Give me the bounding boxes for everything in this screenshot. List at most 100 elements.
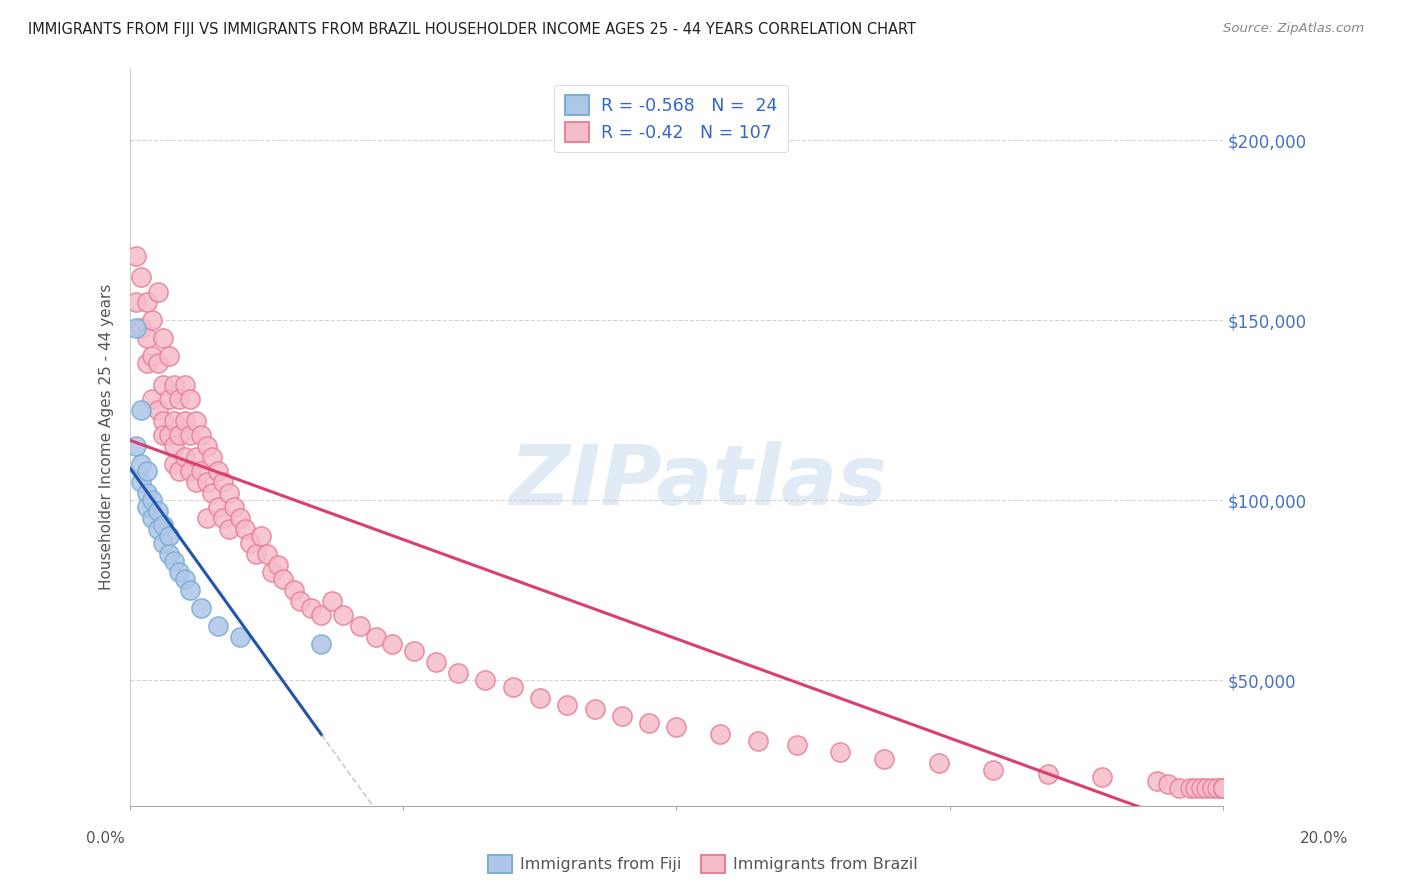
Point [201,450,224,464]
Point [321,594,343,608]
Point [529,691,551,706]
Text: Source: ZipAtlas.com: Source: ZipAtlas.com [1223,22,1364,36]
Point [129,475,152,490]
Point [129,403,152,417]
Point [245,547,267,561]
Point [146,356,169,370]
Point [163,457,186,471]
Point [283,583,305,598]
Point [152,414,174,428]
Point [141,511,163,525]
Point [928,756,950,770]
Point [152,331,174,345]
Point [129,457,152,471]
Point [207,619,229,633]
Point [207,464,229,478]
Point [1212,780,1234,795]
Point [1212,780,1234,795]
Point [228,511,250,525]
Point [981,763,1004,777]
Point [610,709,633,723]
Point [502,680,524,694]
Point [1206,780,1229,795]
Point [174,414,197,428]
Y-axis label: Householder Income Ages 25 - 44 years: Householder Income Ages 25 - 44 years [100,284,114,591]
Point [830,745,852,759]
Point [174,572,197,586]
Point [218,522,240,536]
Point [129,320,152,334]
Point [224,500,246,515]
Point [135,500,157,515]
Point [1212,780,1234,795]
Point [129,270,152,285]
Point [364,630,387,644]
Point [311,608,333,623]
Point [163,414,186,428]
Point [135,295,157,310]
Point [447,665,470,680]
Point [184,414,207,428]
Point [141,349,163,363]
Point [141,313,163,327]
Point [184,450,207,464]
Point [201,486,224,500]
Point [1146,773,1168,788]
Point [381,637,404,651]
Point [271,572,294,586]
Point [174,378,197,392]
Point [125,295,148,310]
Point [1201,780,1223,795]
Point [332,608,354,623]
Point [157,547,180,561]
Point [288,594,311,608]
Point [195,511,218,525]
Point [873,752,896,766]
Point [786,738,808,752]
Point [1178,780,1201,795]
Point [1212,780,1234,795]
Point [190,428,212,442]
Point [267,558,290,572]
Point [1195,780,1218,795]
Point [141,493,163,508]
Point [157,349,180,363]
Point [163,439,186,453]
Point [146,403,169,417]
Point [157,529,180,543]
Point [169,428,191,442]
Point [125,439,148,453]
Point [190,601,212,615]
Point [256,547,278,561]
Point [555,698,578,713]
Point [169,464,191,478]
Point [152,378,174,392]
Point [311,637,333,651]
Text: ZIPatlas: ZIPatlas [509,441,887,522]
Point [228,630,250,644]
Point [709,727,731,741]
Point [665,720,688,734]
Point [146,504,169,518]
Point [195,439,218,453]
Point [239,536,262,550]
Point [218,486,240,500]
Legend: R = -0.568   N =  24, R = -0.42   N = 107: R = -0.568 N = 24, R = -0.42 N = 107 [554,85,787,153]
Text: 0.0%: 0.0% [86,831,125,847]
Point [179,392,201,407]
Point [135,486,157,500]
Point [163,554,186,568]
Point [146,285,169,299]
Point [179,583,201,598]
Point [1212,780,1234,795]
Point [135,331,157,345]
Point [233,522,256,536]
Point [169,392,191,407]
Point [583,702,606,716]
Point [174,450,197,464]
Point [135,356,157,370]
Point [349,619,371,633]
Point [152,536,174,550]
Legend: Immigrants from Fiji, Immigrants from Brazil: Immigrants from Fiji, Immigrants from Br… [482,848,924,880]
Point [425,655,447,669]
